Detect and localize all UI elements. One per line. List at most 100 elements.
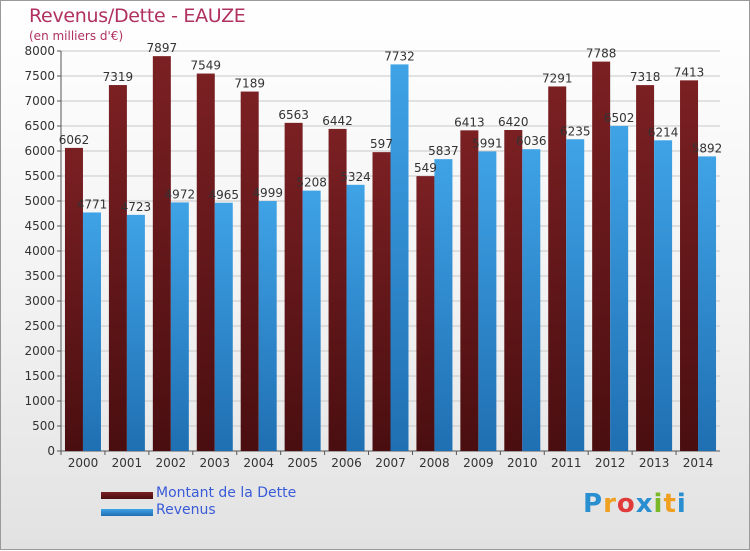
x-tick-label: 2009 — [463, 456, 494, 470]
bar-revenus — [478, 151, 497, 451]
bar-dette — [240, 91, 259, 452]
bar-dette — [460, 130, 479, 451]
logo-letter: P — [583, 489, 604, 519]
y-tick-label: 7000 — [24, 94, 55, 108]
x-tick-label: 2010 — [507, 456, 538, 470]
y-tick-label: 7500 — [24, 69, 55, 83]
x-tick-label: 2002 — [156, 456, 187, 470]
bar-dette — [592, 61, 611, 451]
x-tick-label: 2011 — [551, 456, 582, 470]
x-tick-label: 2000 — [68, 456, 99, 470]
data-label-dette: 6442 — [322, 114, 353, 128]
logo-letter: r — [603, 489, 617, 519]
data-label-revenus: 6235 — [560, 124, 591, 138]
x-tick-label: 2006 — [331, 456, 362, 470]
bar-dette — [416, 176, 435, 451]
logo-letter: x — [635, 489, 654, 519]
x-tick-label: 2013 — [639, 456, 670, 470]
bar-dette — [328, 128, 347, 451]
logo-letter: i — [676, 489, 687, 519]
data-label-revenus: 6036 — [516, 134, 547, 148]
y-tick-label: 2500 — [24, 319, 55, 333]
bar-revenus — [346, 184, 365, 452]
bar-revenus — [170, 202, 189, 451]
data-label-revenus: 4972 — [165, 187, 196, 201]
data-label-dette: 7291 — [542, 71, 573, 85]
data-label-dette: 7318 — [630, 70, 661, 84]
y-tick-label: 1500 — [24, 369, 55, 383]
bar-dette — [64, 147, 83, 451]
x-tick-label: 2008 — [419, 456, 450, 470]
data-label-dette: 597 — [370, 137, 393, 151]
bar-revenus — [302, 190, 321, 451]
data-label-revenus: 5837 — [428, 144, 459, 158]
chart-title: Revenus/Dette - EAUZE — [29, 5, 246, 27]
logo-letter: t — [663, 489, 677, 519]
logo-letter: i — [653, 489, 664, 519]
y-tick-label: 5500 — [24, 169, 55, 183]
y-tick-label: 500 — [32, 419, 55, 433]
data-label-revenus: 6502 — [604, 111, 635, 125]
bar-dette — [504, 130, 523, 451]
data-label-dette: 6563 — [278, 108, 309, 122]
legend-label-revenus: Revenus — [156, 502, 216, 518]
data-label-dette: 7319 — [103, 70, 134, 84]
y-tick-label: 5000 — [24, 194, 55, 208]
proxiti-logo: Proxiti — [583, 489, 687, 519]
x-tick-label: 2004 — [243, 456, 274, 470]
bar-revenus — [82, 212, 101, 451]
data-label-revenus: 5892 — [692, 141, 723, 155]
bar-revenus — [654, 140, 673, 452]
data-label-dette: 6420 — [498, 115, 529, 129]
y-tick-label: 8000 — [24, 44, 55, 58]
y-tick-label: 0 — [47, 444, 55, 458]
x-tick-label: 2014 — [683, 456, 714, 470]
bar-dette — [108, 85, 127, 452]
y-tick-label: 4000 — [24, 244, 55, 258]
x-tick-label: 2003 — [199, 456, 230, 470]
data-label-dette: 6062 — [59, 133, 90, 147]
bar-revenus — [566, 139, 585, 451]
data-label-revenus: 4999 — [252, 186, 283, 200]
data-label-dette: 7189 — [234, 77, 265, 91]
y-tick-label: 6000 — [24, 144, 55, 158]
y-tick-label: 3500 — [24, 269, 55, 283]
chart-subtitle: (en milliers d'€) — [29, 29, 124, 43]
data-label-dette: 7413 — [674, 65, 705, 79]
bar-revenus — [610, 125, 629, 452]
bar-revenus — [126, 214, 145, 451]
data-label-dette: 7897 — [147, 41, 178, 55]
y-tick-label: 3000 — [24, 294, 55, 308]
bar-dette — [152, 56, 171, 452]
x-tick-label: 2005 — [287, 456, 318, 470]
bar-dette — [680, 80, 699, 451]
data-label-revenus: 6214 — [648, 125, 679, 139]
y-tick-label: 1000 — [24, 394, 55, 408]
bars — [64, 56, 717, 452]
y-tick-label: 4500 — [24, 219, 55, 233]
legend-label-dette: Montant de la Dette — [156, 485, 297, 501]
bar-dette — [284, 122, 303, 451]
data-label-revenus: 5991 — [472, 136, 503, 150]
logo-letter: o — [616, 489, 636, 519]
y-tick-label: 2000 — [24, 344, 55, 358]
x-tick-label: 2012 — [595, 456, 626, 470]
bar-dette — [636, 85, 655, 451]
data-label-revenus: 7732 — [384, 49, 415, 63]
legend-swatch-dette — [101, 492, 153, 499]
bar-revenus — [390, 64, 409, 452]
data-label-dette: 7788 — [586, 47, 617, 61]
bar-revenus — [258, 201, 277, 451]
bar-revenus — [698, 156, 717, 451]
bar-dette — [372, 152, 391, 451]
bar-revenus — [522, 149, 541, 451]
data-label-dette: 6413 — [454, 115, 485, 129]
data-label-dette: 549 — [414, 161, 437, 175]
axes: 0 500 1000 1500 2000 2500 3000 3500 4000 4500 5000… — [24, 44, 720, 470]
bar-dette — [196, 73, 215, 452]
data-label-revenus: 4965 — [208, 188, 239, 202]
data-label-revenus: 4771 — [77, 197, 108, 211]
x-tick-label: 2007 — [375, 456, 406, 470]
legend-swatch-revenus — [101, 509, 153, 516]
